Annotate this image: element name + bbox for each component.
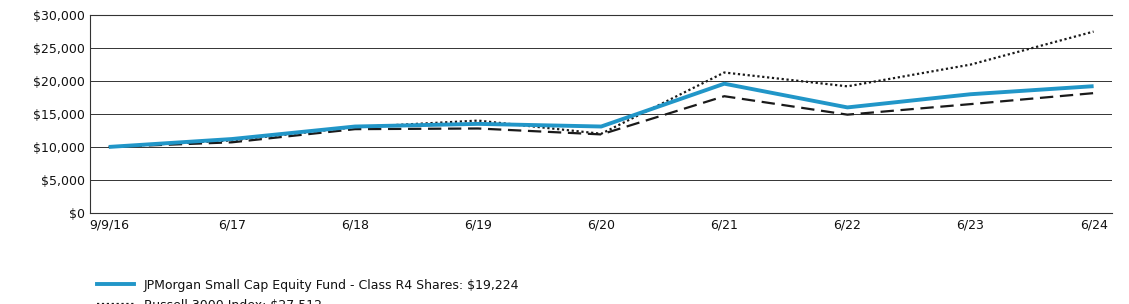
Legend: JPMorgan Small Cap Equity Fund - Class R4 Shares: $19,224, Russell 3000 Index: $: JPMorgan Small Cap Equity Fund - Class R… xyxy=(97,278,519,304)
